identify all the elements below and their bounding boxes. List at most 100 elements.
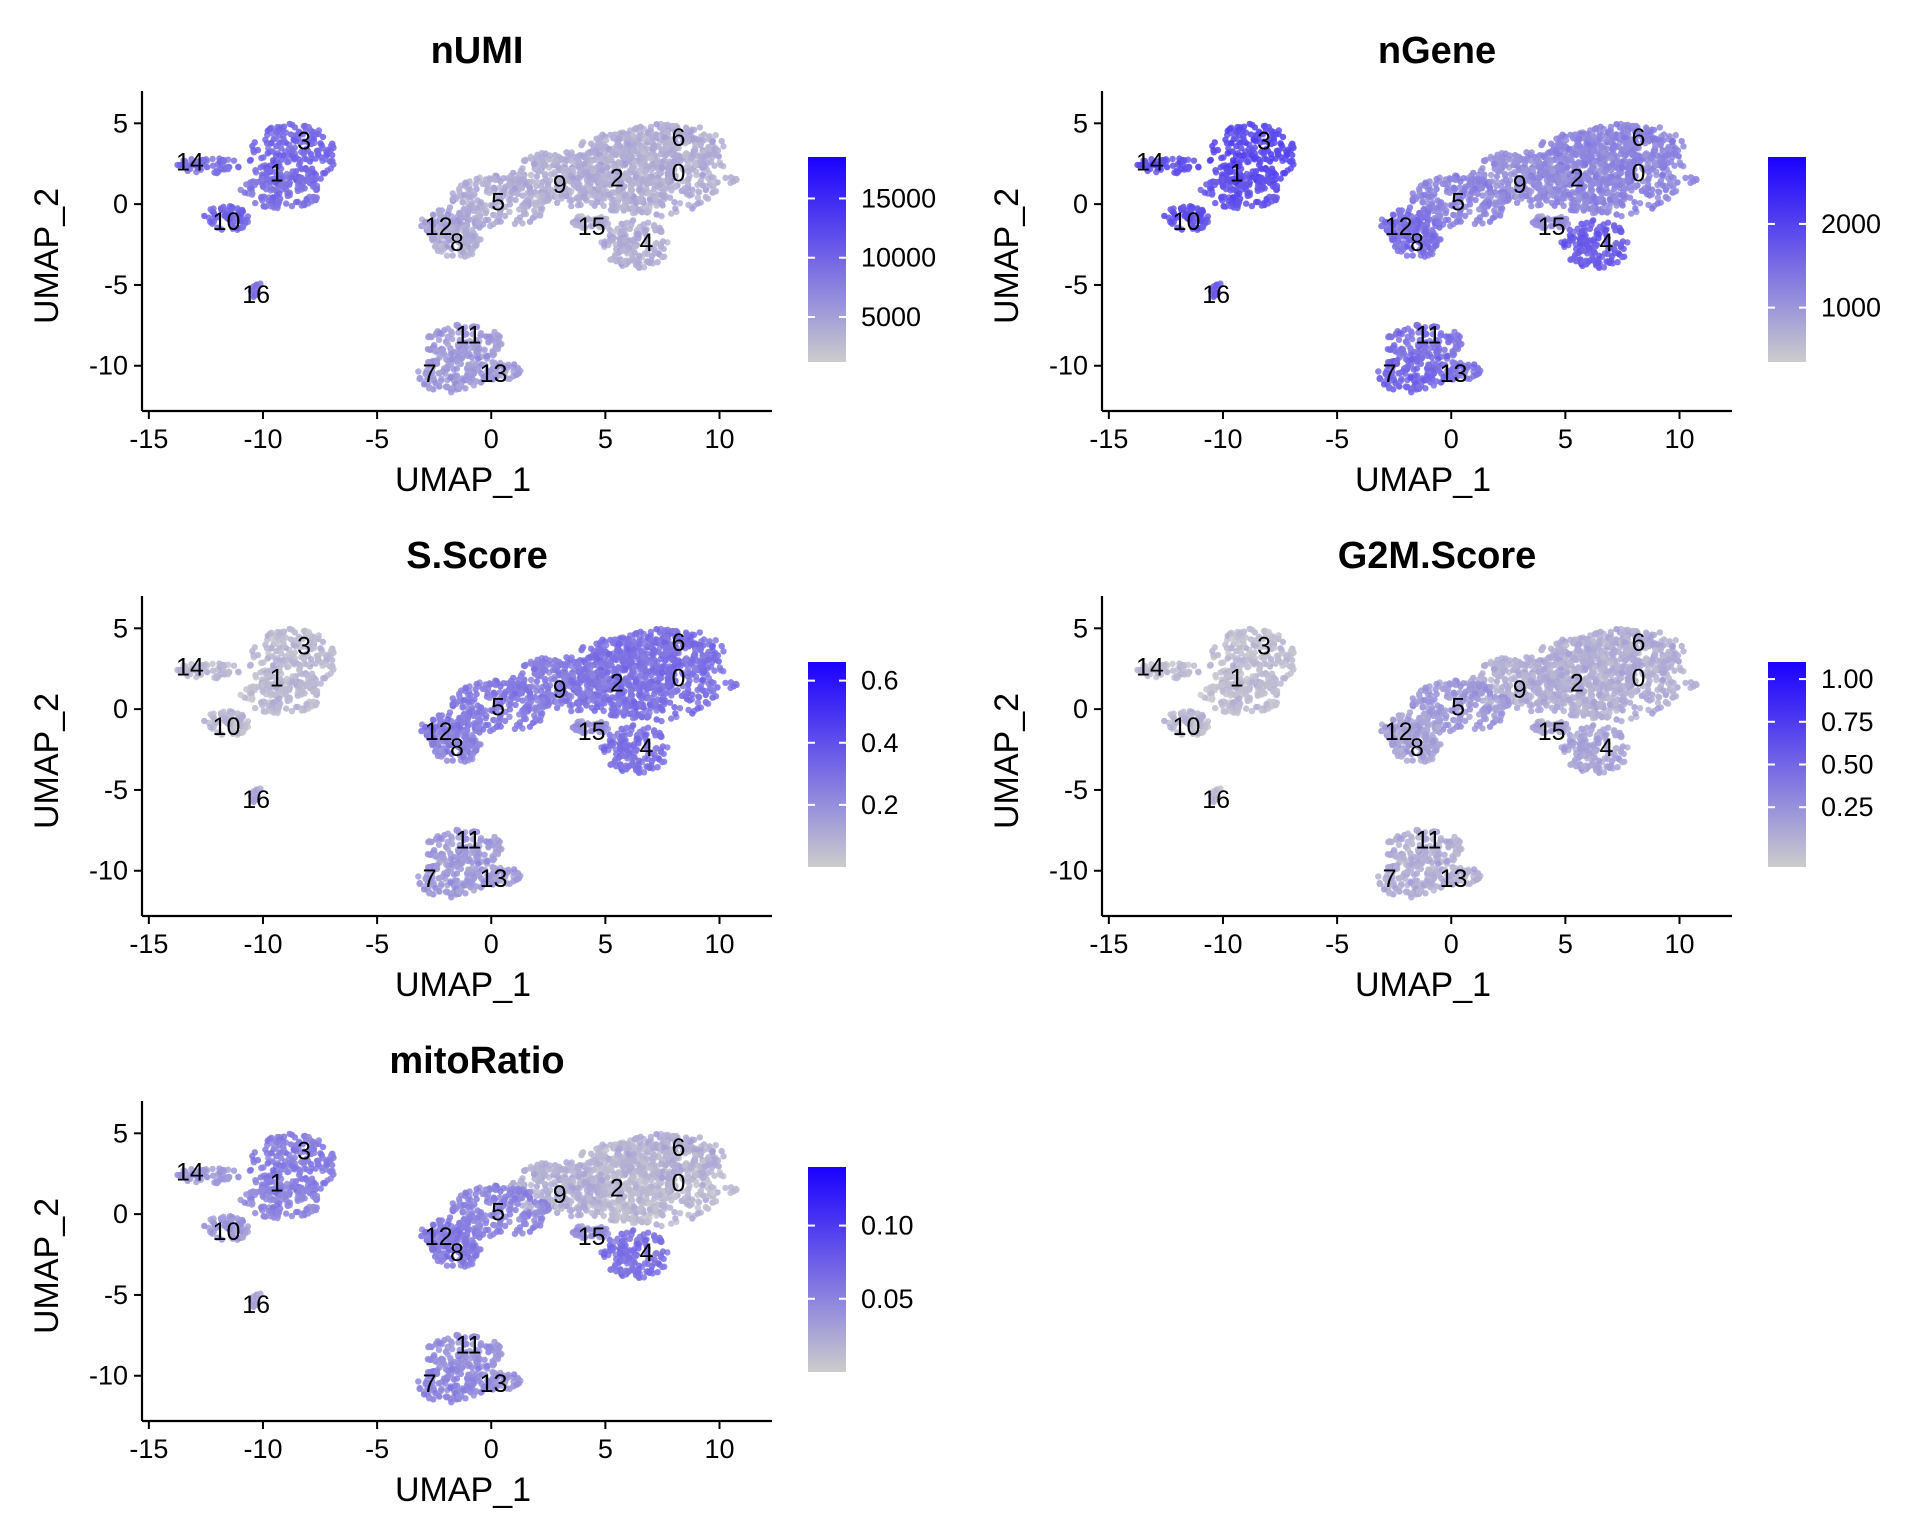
cell-point xyxy=(1590,217,1597,224)
cluster-label: 13 xyxy=(1440,360,1468,388)
y-tick-label: -5 xyxy=(1064,270,1088,300)
cell-point xyxy=(1409,196,1416,203)
cell-point xyxy=(1519,155,1526,163)
cell-point xyxy=(1553,135,1560,142)
cell-point xyxy=(574,202,582,209)
cell-point xyxy=(1375,368,1382,375)
cell-point xyxy=(659,238,667,245)
cell-point xyxy=(501,212,509,220)
cell-point xyxy=(449,190,456,197)
cell-point xyxy=(1557,140,1564,148)
cell-point xyxy=(1442,216,1449,224)
cell-point xyxy=(605,191,612,199)
cell-point xyxy=(1641,152,1649,159)
cluster-label: 9 xyxy=(1513,171,1527,199)
x-tick-label: -10 xyxy=(1203,424,1242,454)
cell-point xyxy=(1471,361,1478,368)
cell-point xyxy=(1528,196,1536,204)
cell-point xyxy=(1279,133,1287,141)
cell-point xyxy=(1441,346,1448,353)
cell-point xyxy=(697,141,705,148)
cell-point xyxy=(671,199,678,206)
cell-point xyxy=(622,160,629,168)
cell-point xyxy=(269,194,277,201)
cell-point xyxy=(1235,198,1242,205)
cell-point xyxy=(481,346,488,353)
cell-point xyxy=(1430,207,1437,214)
cell-point xyxy=(1466,176,1473,184)
cell-point xyxy=(1589,254,1596,261)
cell-point xyxy=(1479,220,1486,227)
cell-point xyxy=(590,189,597,196)
cell-point xyxy=(710,189,717,196)
cell-point xyxy=(539,191,546,199)
cell-point xyxy=(1604,219,1612,226)
cell-point xyxy=(664,171,672,178)
cell-point xyxy=(607,181,614,189)
cell-point xyxy=(644,219,652,226)
cell-point xyxy=(1670,150,1678,157)
cell-point xyxy=(595,189,602,197)
cell-point xyxy=(1430,233,1437,240)
cell-point xyxy=(473,175,480,183)
cell-point xyxy=(597,140,604,148)
cell-point xyxy=(1224,150,1231,157)
cell-point xyxy=(1602,170,1609,178)
cell-point xyxy=(1541,195,1549,202)
cell-point xyxy=(276,126,283,133)
cell-point xyxy=(618,242,626,249)
cell-point xyxy=(1600,149,1607,156)
x-tick-label: 0 xyxy=(484,424,499,454)
cell-point xyxy=(670,158,678,165)
cell-point xyxy=(1408,389,1415,396)
cell-point xyxy=(1218,154,1225,162)
cell-point xyxy=(1269,183,1277,190)
cell-point xyxy=(1539,187,1546,195)
cell-point xyxy=(1597,123,1604,130)
cell-point xyxy=(312,155,319,162)
cell-point xyxy=(551,158,559,165)
cell-point xyxy=(638,208,645,215)
cell-point xyxy=(699,182,706,189)
cell-point xyxy=(567,157,574,164)
cell-point xyxy=(1487,171,1495,179)
cell-point xyxy=(720,143,727,150)
cell-point xyxy=(1169,155,1176,163)
cell-point xyxy=(1539,139,1547,146)
cell-point xyxy=(658,200,666,208)
cell-point xyxy=(620,192,628,200)
cell-point xyxy=(1263,167,1271,174)
cell-point xyxy=(1203,181,1210,188)
cell-point xyxy=(267,202,274,210)
cell-point xyxy=(661,134,668,141)
cell-point xyxy=(629,164,636,171)
x-tick-label: -15 xyxy=(129,424,168,454)
cluster-label: 11 xyxy=(455,321,481,349)
cell-point xyxy=(1429,375,1436,382)
cell-point xyxy=(1542,168,1549,176)
cell-point xyxy=(1195,164,1202,171)
cell-point xyxy=(1428,227,1435,234)
cell-point xyxy=(692,161,699,169)
y-tick-label: -5 xyxy=(104,270,128,300)
cell-point xyxy=(647,155,655,162)
cell-point xyxy=(605,170,612,178)
cell-point xyxy=(1433,175,1440,183)
cell-point xyxy=(1611,182,1619,189)
cell-point xyxy=(554,163,562,170)
cell-point xyxy=(1403,363,1411,370)
cell-point xyxy=(527,153,534,160)
cell-point xyxy=(1499,191,1506,199)
cell-point xyxy=(1528,202,1535,210)
cell-point xyxy=(598,145,605,153)
cell-point xyxy=(1180,158,1187,166)
cell-point xyxy=(1578,242,1586,249)
cell-point xyxy=(553,199,561,206)
y-axis-label: UMAP_2 xyxy=(988,188,1026,324)
cell-point xyxy=(533,173,541,180)
cell-point xyxy=(1659,171,1667,178)
cell-point xyxy=(272,135,279,142)
cell-point xyxy=(532,155,539,162)
cell-point xyxy=(647,196,654,204)
